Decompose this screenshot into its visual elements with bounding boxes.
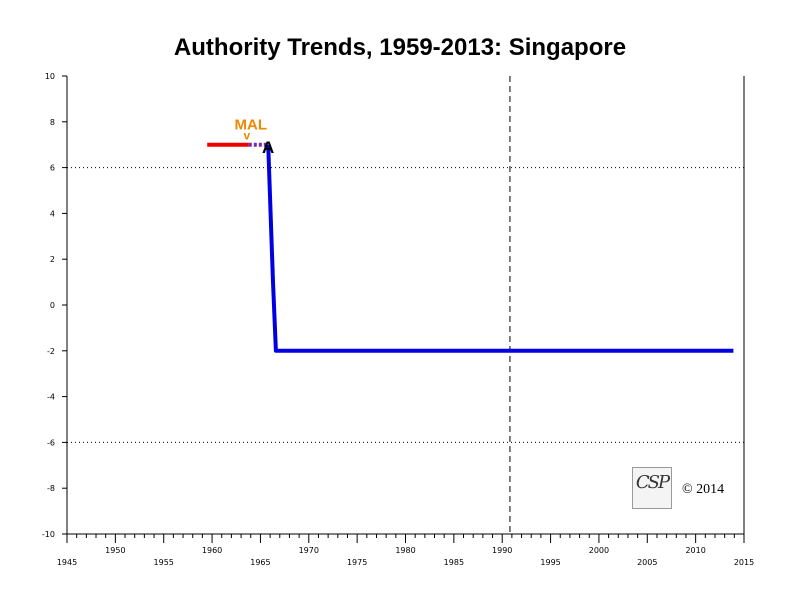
x-tick-label: 2000 — [589, 546, 609, 555]
y-tick-label: 4 — [50, 209, 55, 218]
x-tick-label: 1980 — [395, 546, 415, 555]
annotation-2: A — [262, 138, 274, 157]
y-tick-label: -2 — [47, 347, 55, 356]
y-tick-label: 10 — [45, 72, 55, 81]
y-tick-label: 8 — [50, 118, 55, 127]
x-tick-label: 2010 — [685, 546, 705, 555]
y-tick-label: -8 — [47, 484, 55, 493]
y-tick-label: 2 — [50, 255, 55, 264]
x-tick-label: 2005 — [637, 558, 657, 567]
x-tick-label: 1965 — [250, 558, 270, 567]
x-tick-label: 1995 — [540, 558, 560, 567]
x-tick-label: 1955 — [154, 558, 174, 567]
csp-logo: CSP — [632, 467, 672, 509]
y-tick-label: 6 — [50, 164, 55, 173]
series-group — [207, 142, 734, 353]
copyright-text: © 2014 — [682, 482, 725, 497]
x-tick-label: 1975 — [347, 558, 367, 567]
y-tick-label: 0 — [50, 301, 55, 310]
chart-title: Authority Trends, 1959-2013: Singapore — [173, 34, 627, 61]
x-tick-label: 1960 — [202, 546, 222, 555]
series-line-2 — [266, 144, 734, 353]
x-tick-label: 2015 — [734, 558, 754, 567]
x-tick-label: 1985 — [444, 558, 464, 567]
x-tick-label: 1970 — [299, 546, 319, 555]
reference-lines — [67, 76, 744, 534]
x-tick-label: 1990 — [492, 546, 512, 555]
annotation-0: MAL — [235, 116, 268, 133]
csp-logo-text: CSP — [635, 472, 670, 493]
y-tick-label: -10 — [42, 530, 55, 539]
x-tick-label: 1945 — [57, 558, 77, 567]
y-tick-label: -6 — [47, 438, 55, 447]
axes: 10 8 6 4 2 0 -2 -4 -6 -8 -10 1945 1955 1965 1975 1985 19… — [42, 72, 754, 567]
x-tick-label: 1950 — [105, 546, 125, 555]
y-tick-label: -4 — [47, 393, 55, 402]
annotation-1: v — [244, 129, 251, 143]
